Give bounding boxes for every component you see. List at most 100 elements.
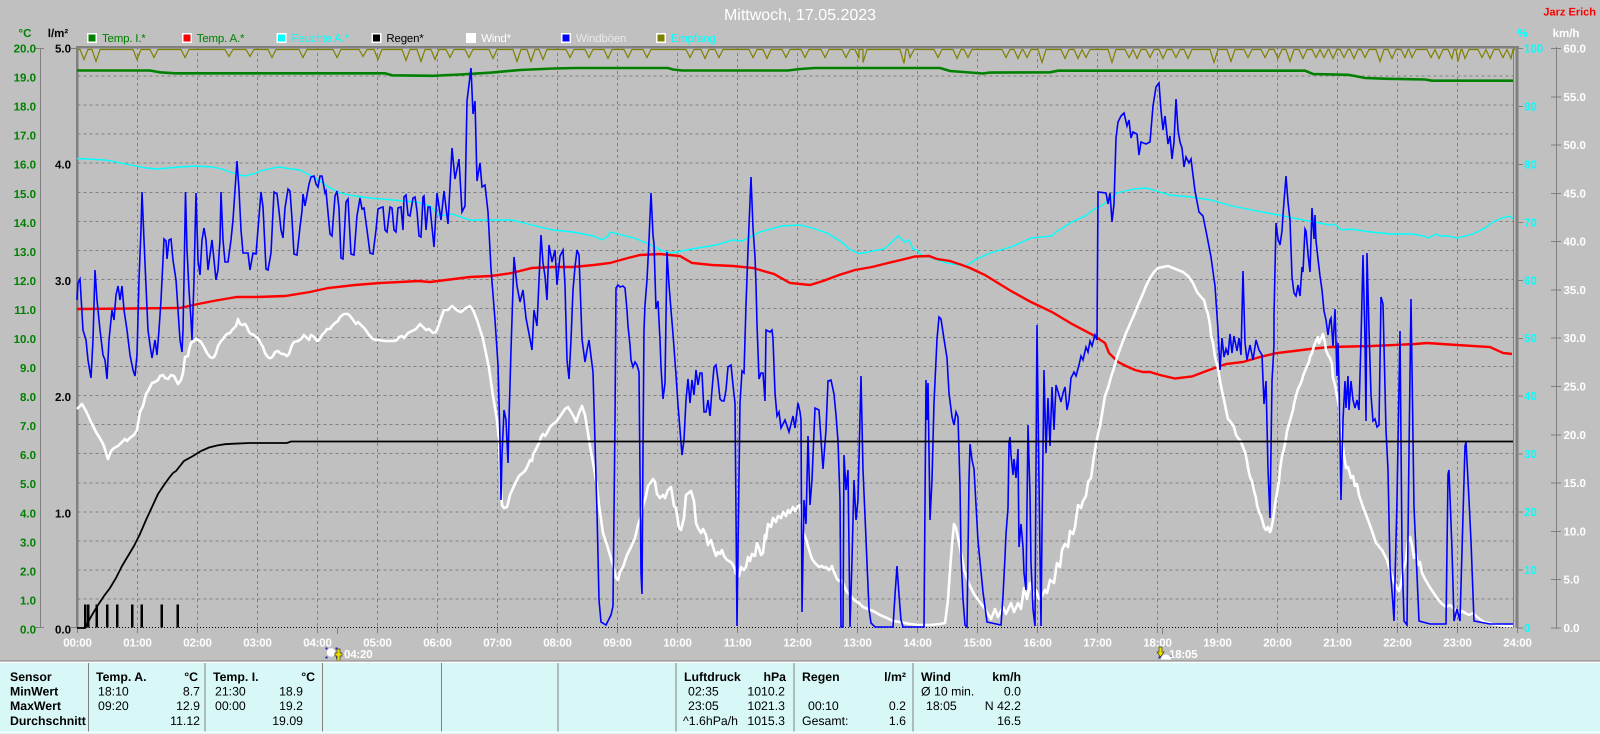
svg-text:8.0: 8.0 [20, 392, 36, 404]
svg-text:0.0: 0.0 [20, 625, 36, 637]
svg-text:l/m²: l/m² [884, 670, 906, 684]
svg-text:Gesamt:: Gesamt: [802, 714, 848, 728]
svg-text:1.0: 1.0 [55, 508, 71, 520]
svg-text:12.9: 12.9 [176, 699, 200, 713]
svg-text:hPa: hPa [763, 670, 786, 684]
svg-text:Luftdruck: Luftdruck [684, 670, 741, 684]
svg-text:13:00: 13:00 [843, 638, 871, 650]
svg-text:0.0: 0.0 [55, 625, 71, 637]
svg-text:12.0: 12.0 [14, 276, 36, 288]
svg-text:°C: °C [19, 28, 32, 40]
svg-text:5.0: 5.0 [55, 44, 71, 56]
svg-text:14.0: 14.0 [14, 218, 36, 230]
svg-text:00:00: 00:00 [63, 638, 91, 650]
svg-text:3.0: 3.0 [20, 537, 36, 549]
svg-text:22:00: 22:00 [1383, 638, 1411, 650]
svg-text:80: 80 [1524, 159, 1537, 171]
svg-text:05:00: 05:00 [363, 638, 391, 650]
svg-text:13.0: 13.0 [14, 247, 36, 259]
svg-text:20:00: 20:00 [1263, 638, 1291, 650]
svg-text:0: 0 [1524, 623, 1530, 635]
svg-text:km/h: km/h [1553, 28, 1580, 40]
svg-text:50: 50 [1524, 333, 1537, 345]
svg-text:01:00: 01:00 [123, 638, 151, 650]
svg-text:23:00: 23:00 [1443, 638, 1471, 650]
svg-text:Regen: Regen [802, 670, 840, 684]
svg-text:25.0: 25.0 [1564, 382, 1586, 394]
svg-text:Feuchte A.*: Feuchte A.* [292, 33, 350, 45]
svg-text:l/m²: l/m² [48, 28, 69, 40]
svg-text:1.6: 1.6 [889, 714, 906, 728]
svg-text:35.0: 35.0 [1564, 285, 1586, 297]
svg-text:16.5: 16.5 [997, 714, 1021, 728]
svg-text:km/h: km/h [992, 670, 1021, 684]
svg-text:Sensor: Sensor [10, 670, 52, 684]
svg-text:Windböen: Windböen [576, 33, 626, 45]
svg-text:Durchschnitt: Durchschnitt [10, 714, 86, 728]
svg-text:17.0: 17.0 [14, 131, 36, 143]
svg-text:18.0: 18.0 [14, 102, 36, 114]
svg-text:0.0: 0.0 [1564, 623, 1580, 635]
svg-text:20.0: 20.0 [1564, 430, 1586, 442]
svg-text:3.0: 3.0 [55, 276, 71, 288]
svg-text:7.0: 7.0 [20, 421, 36, 433]
svg-text:0.2: 0.2 [889, 699, 906, 713]
svg-text:09:00: 09:00 [603, 638, 631, 650]
svg-text:4.0: 4.0 [55, 160, 71, 172]
svg-text:90: 90 [1524, 102, 1537, 114]
svg-text:55.0: 55.0 [1564, 92, 1586, 104]
svg-text:1015.3: 1015.3 [747, 714, 785, 728]
svg-text:11.12: 11.12 [170, 714, 200, 728]
svg-text:Temp. I.*: Temp. I.* [102, 33, 146, 45]
svg-text:10: 10 [1524, 565, 1537, 577]
svg-text:2.0: 2.0 [55, 392, 71, 404]
svg-text:18:05: 18:05 [1169, 649, 1198, 661]
svg-text:5.0: 5.0 [1564, 575, 1580, 587]
svg-text:%: % [1517, 28, 1527, 40]
svg-text:N 42.2: N 42.2 [985, 699, 1021, 713]
svg-text:°C: °C [301, 670, 315, 684]
svg-text:23:05: 23:05 [688, 699, 719, 713]
svg-text:Temp. I.: Temp. I. [213, 670, 259, 684]
svg-text:1010.2: 1010.2 [747, 685, 785, 699]
svg-text:1.0: 1.0 [20, 596, 36, 608]
svg-text:14:00: 14:00 [903, 638, 931, 650]
svg-text:MaxWert: MaxWert [10, 699, 61, 713]
svg-text:50.0: 50.0 [1564, 140, 1586, 152]
svg-text:45.0: 45.0 [1564, 188, 1586, 200]
svg-text:11.0: 11.0 [14, 305, 36, 317]
svg-text:04:00: 04:00 [303, 638, 331, 650]
svg-text:18:10: 18:10 [98, 685, 129, 699]
svg-text:02:00: 02:00 [183, 638, 211, 650]
svg-text:Ø 10 min.: Ø 10 min. [921, 685, 974, 699]
svg-text:10:00: 10:00 [663, 638, 691, 650]
svg-text:40: 40 [1524, 391, 1537, 403]
svg-text:Regen*: Regen* [386, 33, 424, 45]
svg-text:19.2: 19.2 [279, 699, 303, 713]
svg-text:Temp. A.: Temp. A. [96, 670, 147, 684]
svg-text:04:20: 04:20 [344, 649, 372, 661]
svg-text:21:00: 21:00 [1323, 638, 1351, 650]
svg-text:02:35: 02:35 [688, 685, 719, 699]
svg-text:20: 20 [1524, 507, 1537, 519]
svg-text:30: 30 [1524, 449, 1537, 461]
svg-text:8.7: 8.7 [183, 685, 200, 699]
svg-text:19.09: 19.09 [272, 714, 303, 728]
svg-text:30.0: 30.0 [1564, 333, 1586, 345]
svg-text:60.0: 60.0 [1564, 44, 1586, 56]
svg-text:09:20: 09:20 [98, 699, 129, 713]
svg-text:18:05: 18:05 [926, 699, 957, 713]
svg-text:^1.6hPa/h: ^1.6hPa/h [683, 714, 738, 728]
svg-text:10.0: 10.0 [1564, 526, 1586, 538]
svg-text:4.0: 4.0 [20, 508, 36, 520]
svg-text:60: 60 [1524, 275, 1537, 287]
svg-text:9.0: 9.0 [20, 363, 36, 375]
svg-text:Wind: Wind [921, 670, 951, 684]
svg-text:10.0: 10.0 [14, 334, 36, 346]
svg-text:6.0: 6.0 [20, 450, 36, 462]
svg-text:18:00: 18:00 [1143, 638, 1171, 650]
svg-text:21:30: 21:30 [215, 685, 246, 699]
svg-text:24:00: 24:00 [1503, 638, 1531, 650]
svg-text:07:00: 07:00 [483, 638, 511, 650]
svg-text:00:00: 00:00 [215, 699, 246, 713]
